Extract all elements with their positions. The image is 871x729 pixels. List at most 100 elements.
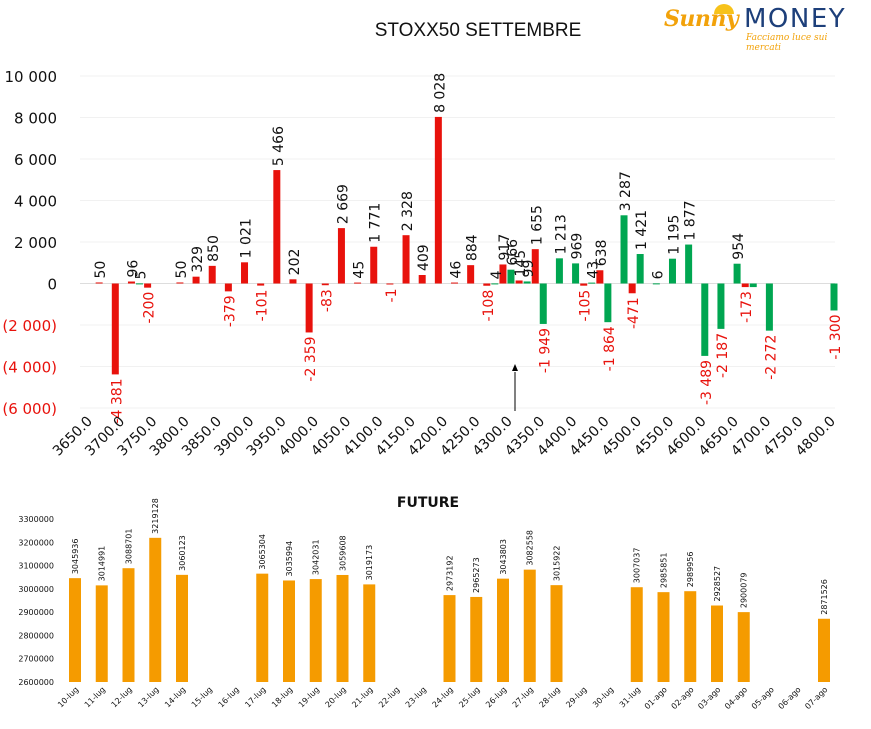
call-bar <box>434 116 442 284</box>
future-data-label: 3014991 <box>98 546 107 582</box>
call-bar <box>370 246 378 284</box>
put-bar <box>507 269 515 284</box>
future-data-label: 3007037 <box>633 548 642 584</box>
future-data-label: 2973192 <box>446 555 455 591</box>
call-bar <box>628 283 636 294</box>
future-data-label: 3019173 <box>365 545 374 581</box>
future-x-tick-label: 15-lug <box>190 685 214 709</box>
call-bar <box>273 170 281 284</box>
future-bar <box>176 574 188 682</box>
data-label: -200 <box>142 292 158 324</box>
data-label: 50 <box>174 261 190 279</box>
call-bar <box>321 283 329 286</box>
future-x-tick-label: 01-ago <box>643 685 669 711</box>
future-bar <box>149 537 162 682</box>
future-bar <box>737 612 750 682</box>
future-x-tick-label: 27-lug <box>511 685 535 709</box>
data-label: 1 021 <box>239 218 255 258</box>
call-bar <box>418 275 426 284</box>
data-label: 1 771 <box>368 203 384 243</box>
future-x-tick-label: 06-ago <box>777 685 803 711</box>
call-bar <box>111 283 119 375</box>
future-bar <box>363 584 376 682</box>
call-bar <box>144 283 152 288</box>
future-y-tick-label: 2900000 <box>18 608 54 617</box>
future-x-tick-label: 12-lug <box>110 685 134 709</box>
call-bar <box>337 228 345 284</box>
data-label: 1 213 <box>553 214 569 254</box>
future-data-label: 2928527 <box>713 566 722 602</box>
future-x-tick-label: 22-lug <box>377 685 401 709</box>
call-bar <box>483 283 491 286</box>
future-x-tick-label: 29-lug <box>564 685 588 709</box>
data-label: 850 <box>206 235 222 262</box>
future-data-label: 3060123 <box>178 535 187 571</box>
future-x-tick-label: 04-ago <box>723 685 749 711</box>
future-data-label: 3045936 <box>71 539 80 575</box>
future-bar <box>256 573 269 682</box>
future-x-tick-label: 24-lug <box>431 685 455 709</box>
future-data-label: 3065304 <box>258 534 267 570</box>
data-label: 884 <box>465 234 481 261</box>
future-x-tick-label: 20-lug <box>324 685 348 709</box>
stoxx50-chart: STOXX50 SETTEMBRE 10 000 8 000 6 000 4 000 2 … <box>2 20 844 459</box>
future-x-tick-label: 03-ago <box>696 685 722 711</box>
put-bar <box>701 283 709 356</box>
future-data-label: 3015922 <box>553 546 562 582</box>
future-x-tick-label: 14-lug <box>163 685 187 709</box>
data-label: 5 466 <box>271 126 287 166</box>
data-label: 1 877 <box>683 200 699 240</box>
future-x-tick-label: 10-lug <box>56 685 80 709</box>
future-x-tick-label: 02-ago <box>670 685 696 711</box>
future-x-tick-label: 05-ago <box>750 685 776 711</box>
call-bar <box>305 283 313 333</box>
future-bar <box>69 578 81 682</box>
call-bar <box>515 280 523 284</box>
future-x-tick-label: 19-lug <box>297 685 321 709</box>
future-bar <box>309 579 322 682</box>
future-data-label: 2985851 <box>660 553 669 589</box>
put-bar <box>668 258 676 284</box>
future-x-tick-label: 21-lug <box>350 685 374 709</box>
data-label: 1 655 <box>529 205 545 245</box>
future-y-tick-label: 3300000 <box>18 515 54 524</box>
put-bar <box>539 283 547 324</box>
future-bar <box>283 580 295 682</box>
data-label: -1 864 <box>602 326 618 371</box>
data-label: -1 <box>384 289 400 303</box>
data-label: -105 <box>578 290 594 322</box>
sunny-money-logo: Sunny MONEY Facciamo luce sui mercati <box>664 4 864 53</box>
data-label: 1 195 <box>666 215 682 255</box>
data-label: 46 <box>449 261 465 279</box>
future-x-tick-label: 26-lug <box>484 685 508 709</box>
put-bar <box>572 263 580 284</box>
future-y-tick-label: 2700000 <box>18 655 54 664</box>
call-bar <box>224 283 232 292</box>
future-x-tick-label: 30-lug <box>591 685 615 709</box>
future-bar <box>523 569 536 682</box>
put-bar <box>588 282 596 284</box>
data-label: 45 <box>352 261 368 279</box>
data-label: 329 <box>190 246 206 273</box>
data-label: -2 272 <box>763 335 779 380</box>
future-y-tick-label: 3000000 <box>18 585 54 594</box>
future-x-tick-label: 17-lug <box>243 685 267 709</box>
y-tick-label: 4 000 <box>14 193 57 211</box>
data-label: 43 <box>586 261 602 279</box>
put-bar <box>135 283 143 285</box>
put-bar <box>765 283 773 331</box>
y-tick-label: (2 000) <box>2 317 57 335</box>
future-bar <box>550 585 563 682</box>
logo-money-text: MONEY <box>744 4 847 34</box>
future-bar <box>95 585 108 682</box>
data-label: 1 421 <box>634 210 650 250</box>
future-bar <box>336 574 349 682</box>
data-label: -1 949 <box>537 328 553 373</box>
future-x-tick-label: 31-lug <box>618 685 642 709</box>
call-bar <box>127 281 135 284</box>
future-x-tick-label: 13-lug <box>136 685 160 709</box>
call-bar <box>596 270 604 284</box>
data-label: 409 <box>416 244 432 271</box>
data-label: -2 187 <box>715 333 731 378</box>
put-bar <box>620 215 628 284</box>
